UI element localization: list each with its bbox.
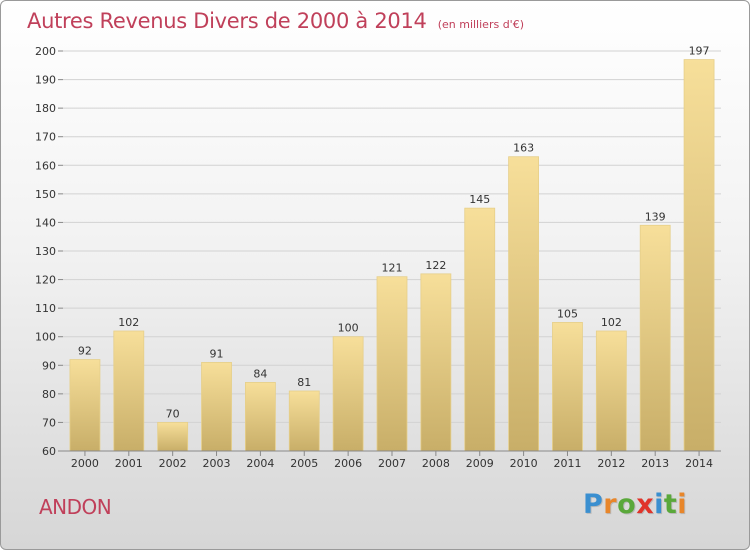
bar [552,322,583,452]
data-label: 102 [118,316,139,329]
brand-letter: x [636,489,655,520]
bar [639,224,671,452]
x-axis-ticks: 2000 2001 2002 2003 2004 2005 2006 2007 2008 2009… [71,451,713,470]
brand-logo: Proxiti [583,489,687,520]
y-tick-label: 170 [35,131,56,144]
data-label: 100 [338,322,359,335]
bar [683,59,715,452]
x-tick-label: 2012 [597,457,625,470]
x-tick-label: 2000 [71,457,99,470]
y-tick-label: 90 [42,359,56,372]
data-label: 139 [645,210,666,223]
y-tick-label: 70 [42,416,56,429]
x-tick-label: 2002 [159,457,187,470]
bar [201,362,232,452]
y-tick-label: 100 [35,331,56,344]
brand-letter: i [677,489,688,520]
y-tick-label: 140 [35,216,56,229]
bar [508,156,540,452]
y-tick-label: 120 [35,274,56,287]
place-name: ANDON [39,495,112,519]
y-tick-label: 130 [35,245,56,258]
y-axis-ticks: 60 70 80 90 100 110 120 130 140 150 160 170 180 190 20… [35,45,63,458]
x-tick-label: 2006 [334,457,362,470]
data-label: 84 [253,367,267,380]
bar [464,207,496,452]
chart-subtitle: (en milliers d'€) [437,18,524,31]
data-label: 102 [601,316,622,329]
brand-letter: P [583,489,604,520]
y-tick-label: 60 [42,445,56,458]
bar [113,330,145,452]
bar [244,382,276,452]
bar [332,336,364,452]
x-tick-label: 2007 [378,457,406,470]
brand-letter: o [617,489,637,520]
data-label: 197 [689,45,710,58]
data-label: 121 [382,262,403,275]
x-tick-label: 2001 [115,457,143,470]
bar [595,330,627,452]
data-label: 70 [166,407,180,420]
data-label: 91 [210,347,224,360]
x-tick-label: 2013 [641,457,669,470]
bar [69,359,101,452]
bar [376,276,408,452]
chart-title-group: Autres Revenus Divers de 2000 à 2014 (en… [27,9,524,33]
bars [69,59,715,452]
bar [288,390,320,452]
data-label: 81 [297,376,311,389]
y-tick-label: 110 [35,302,56,315]
bar [420,273,452,452]
y-tick-label: 190 [35,74,56,87]
y-tick-label: 150 [35,188,56,201]
x-tick-label: 2011 [553,457,581,470]
data-label: 92 [78,345,92,358]
x-tick-label: 2014 [685,457,713,470]
y-tick-label: 200 [35,45,56,58]
y-tick-label: 180 [35,102,56,115]
y-tick-label: 80 [42,388,56,401]
data-label: 105 [557,307,578,320]
brand-letter: i [654,489,664,520]
data-label: 145 [469,193,490,206]
x-tick-label: 2003 [203,457,231,470]
x-tick-label: 2009 [466,457,494,470]
x-tick-label: 2005 [290,457,318,470]
brand-letter: r [603,489,618,520]
bar [157,422,189,452]
chart-title: Autres Revenus Divers de 2000 à 2014 [27,9,427,33]
y-tick-label: 160 [35,159,56,172]
data-label: 163 [513,142,534,155]
brand-letter: t [663,489,678,520]
x-tick-label: 2004 [246,457,274,470]
x-tick-label: 2008 [422,457,450,470]
data-label: 122 [425,259,446,272]
data-labels: 92 102 70 91 84 81 100 121 122 145 163 105 102 139 197 [78,45,710,421]
x-tick-label: 2010 [510,457,538,470]
